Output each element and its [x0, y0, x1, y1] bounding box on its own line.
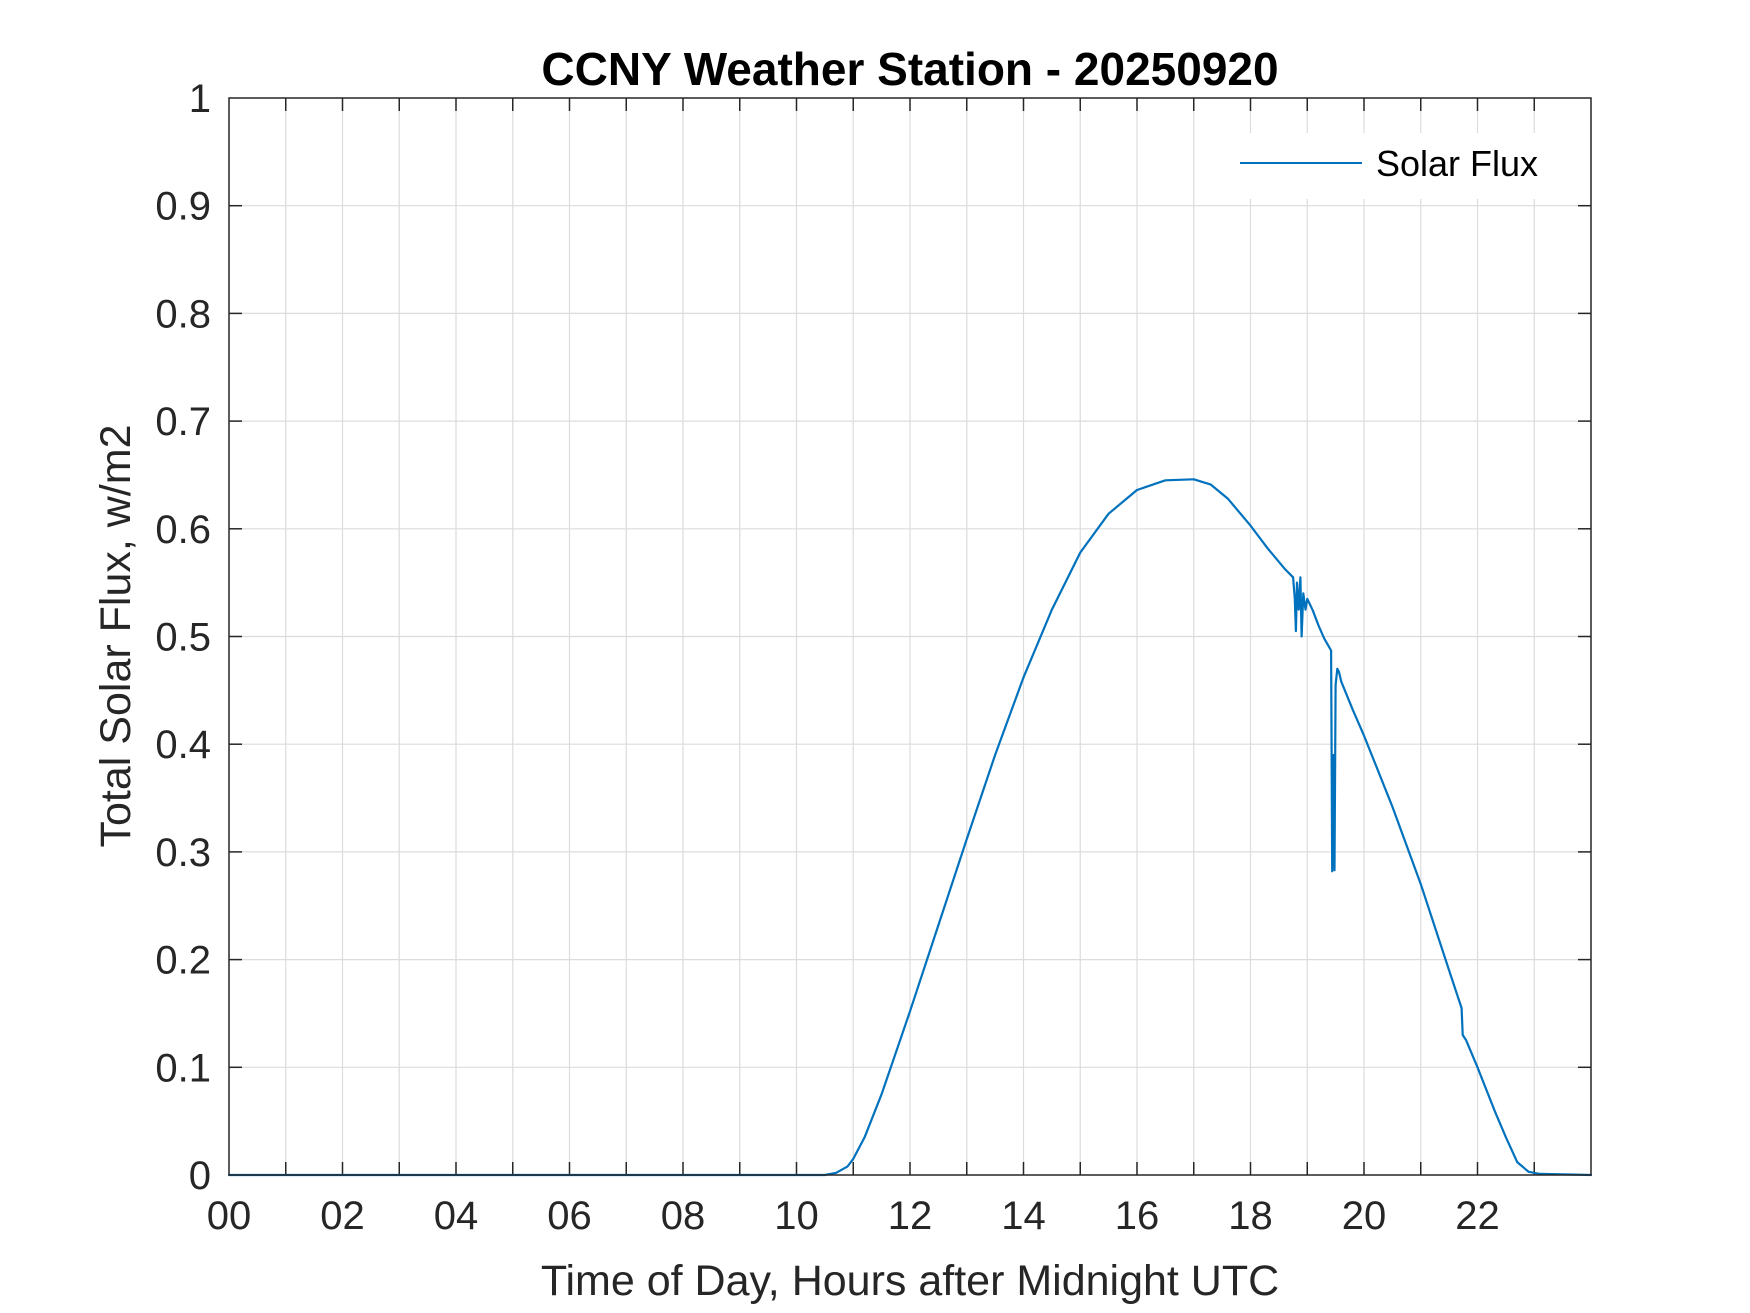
axes-box [228, 97, 1592, 1176]
x-axis-label: Time of Day, Hours after Midnight UTC [541, 1257, 1279, 1305]
x-tick-label: 08 [661, 1194, 706, 1238]
y-tick-label: 0.1 [155, 1046, 211, 1090]
x-tick-label: 18 [1228, 1194, 1273, 1238]
legend-label-solar-flux: Solar Flux [1376, 143, 1538, 184]
y-axis-label: Total Solar Flux, w/m2 [92, 425, 140, 848]
y-tick-label: 0.2 [155, 939, 211, 983]
y-tick-label: 1 [189, 77, 211, 121]
chart-title: CCNY Weather Station - 20250920 [541, 43, 1278, 95]
x-tick-label: 10 [774, 1194, 819, 1238]
y-tick-label: 0 [189, 1154, 211, 1198]
y-tick-label: 0.4 [155, 723, 211, 767]
series-line-solar-flux [227, 478, 1593, 1177]
tick-marks [229, 98, 1591, 1175]
y-tick-label: 0.6 [155, 508, 211, 552]
y-tick-label: 0.8 [155, 292, 211, 336]
x-tick-label: 02 [320, 1194, 365, 1238]
series-layer [227, 478, 1593, 1177]
y-tick-labels: 0 0.1 0.2 0.3 0.4 0.5 0.6 0.7 0.8 0.9 1 [155, 77, 211, 1198]
legend: Solar Flux [1225, 133, 1565, 199]
x-tick-label: 22 [1455, 1194, 1500, 1238]
x-tick-label: 04 [434, 1194, 479, 1238]
x-tick-label: 20 [1342, 1194, 1387, 1238]
x-tick-label: 14 [1001, 1194, 1046, 1238]
y-tick-label: 0.3 [155, 831, 211, 875]
x-tick-label: 00 [207, 1194, 252, 1238]
y-tick-label: 0.7 [155, 400, 211, 444]
y-tick-label: 0.5 [155, 616, 211, 660]
x-tick-label: 12 [888, 1194, 933, 1238]
legend-box [1225, 133, 1565, 199]
x-tick-label: 16 [1115, 1194, 1160, 1238]
x-tick-labels: 00 02 04 06 08 10 12 14 16 18 20 22 [207, 1194, 1500, 1238]
y-tick-label: 0.9 [155, 185, 211, 229]
grid [229, 98, 1591, 1175]
x-tick-label: 06 [547, 1194, 592, 1238]
